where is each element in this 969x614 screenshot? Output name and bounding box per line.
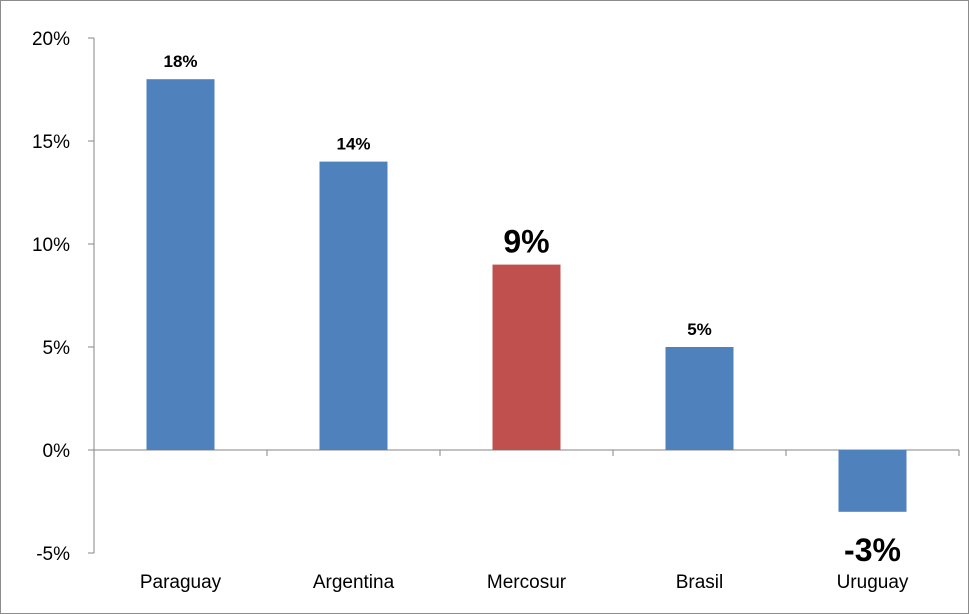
data-labels: 18% 14% 9% 5% -3% — [163, 52, 900, 568]
category-label: Argentina — [313, 572, 395, 593]
data-label: 14% — [336, 135, 370, 154]
bar-argentina — [319, 161, 388, 450]
bar-brasil — [665, 347, 734, 450]
y-tick-label: 20% — [32, 29, 70, 50]
y-tick-label: 10% — [32, 235, 70, 256]
category-label: Mercosur — [487, 572, 567, 593]
bars — [146, 79, 907, 512]
category-label: Uruguay — [837, 572, 909, 593]
data-label: 18% — [163, 52, 197, 71]
bar-paraguay — [146, 79, 215, 450]
x-axis: Paraguay Argentina Mercosur Brasil Uruguay — [93, 449, 960, 593]
category-label: Brasil — [676, 572, 724, 593]
data-label: -3% — [844, 532, 901, 568]
category-label: Paraguay — [140, 572, 222, 593]
bar-mercosur — [492, 264, 561, 450]
y-tick-label: -5% — [36, 544, 70, 565]
bar-uruguay — [838, 450, 907, 512]
y-tick-label: 15% — [32, 132, 70, 153]
y-tick-label: 0% — [43, 441, 71, 462]
data-label: 9% — [503, 224, 549, 260]
data-label: 5% — [687, 320, 712, 339]
y-axis: -5% 0% 5% 10% 15% 20% — [32, 29, 95, 565]
y-tick-label: 5% — [43, 338, 71, 359]
